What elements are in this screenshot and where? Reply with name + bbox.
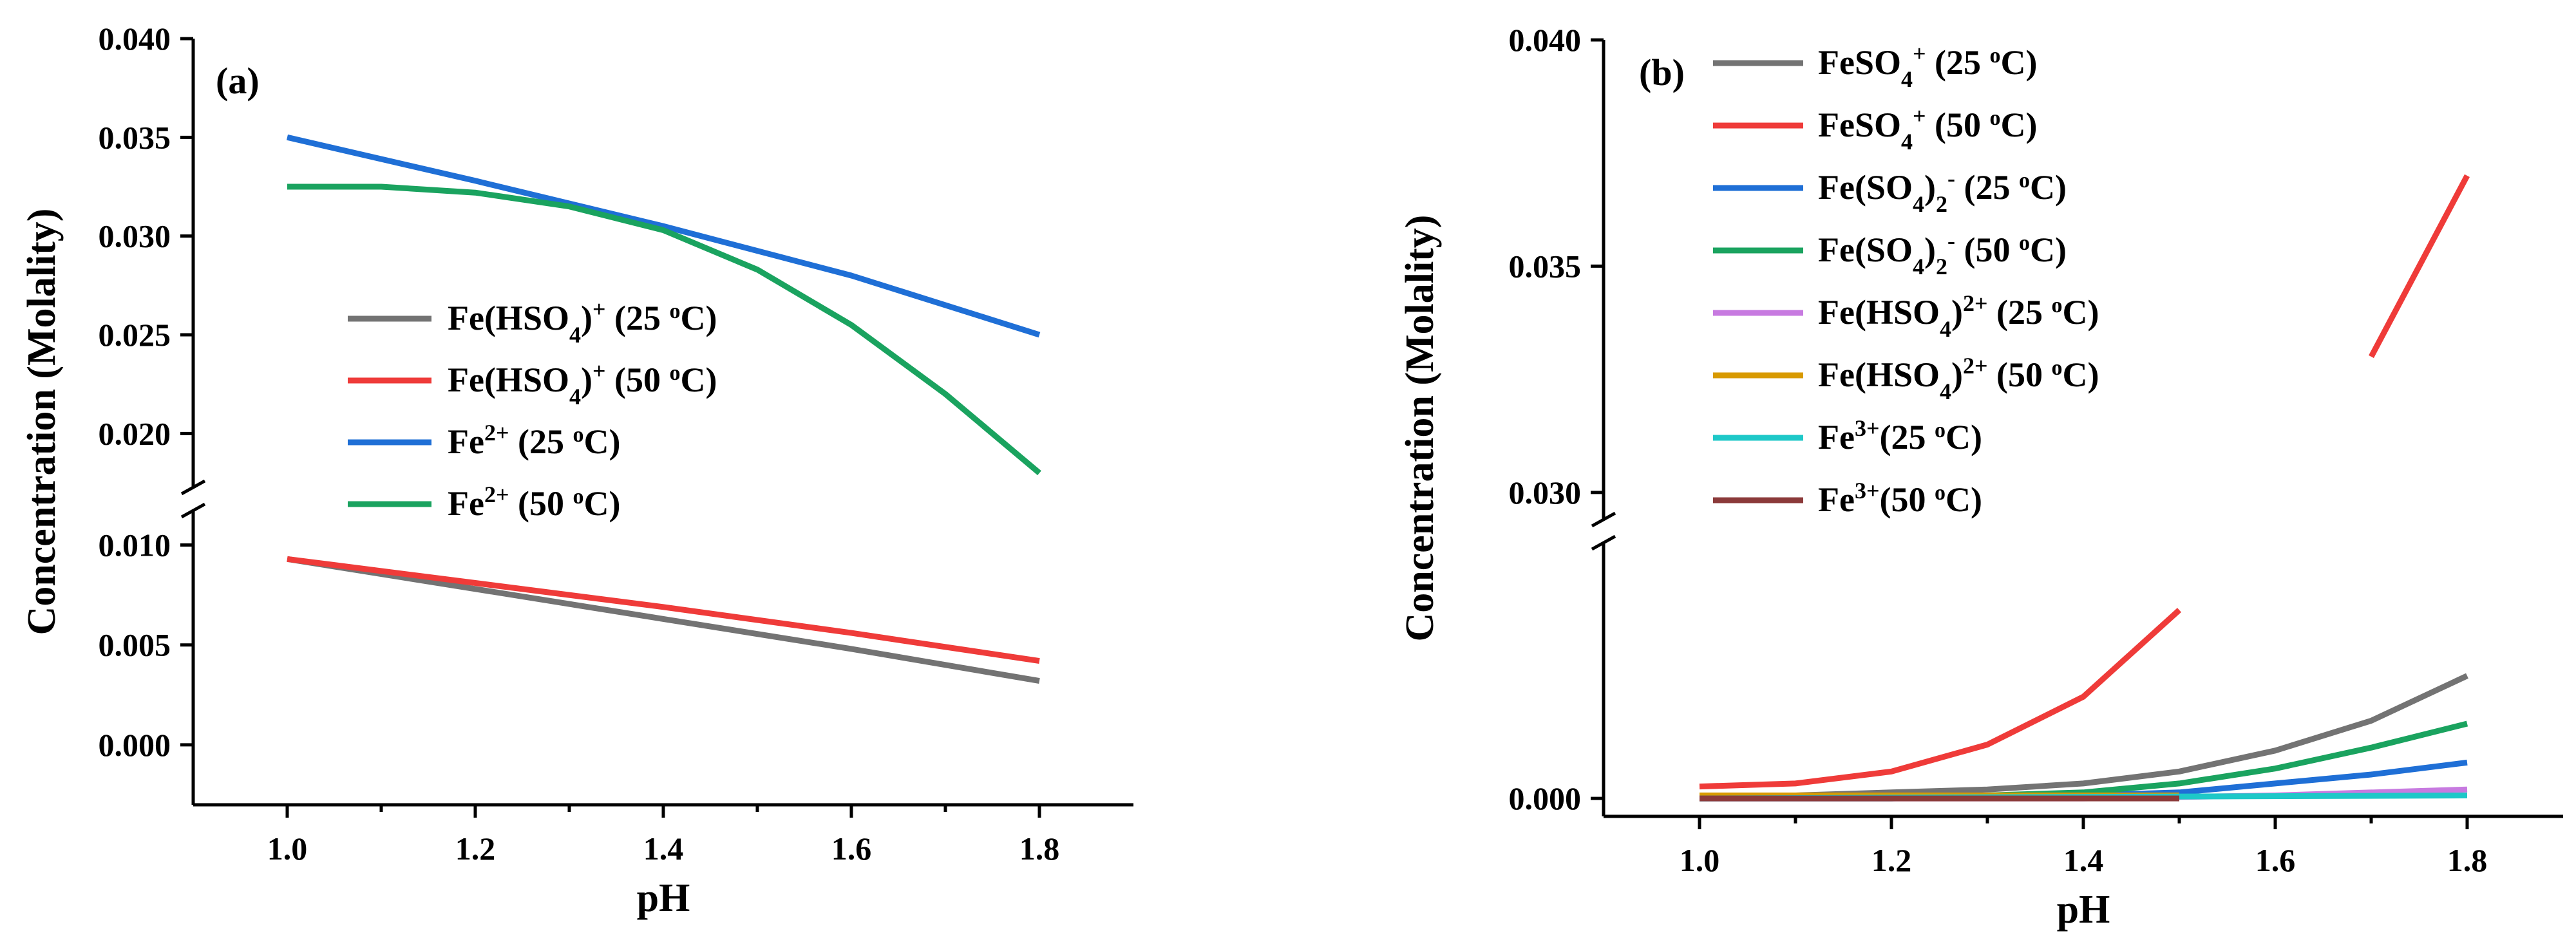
x-tick-label: 1.4 <box>2063 842 2104 878</box>
legend-label-s5: Fe(HSO4)2+ (25 oC) <box>1818 290 2099 342</box>
x-tick-label: 1.4 <box>643 831 684 867</box>
panel-label: (a) <box>216 60 260 102</box>
series-line-s2 <box>1699 608 2182 790</box>
x-tick-label: 1.6 <box>831 831 872 867</box>
legend-label-s2: FeSO4+ (50 oC) <box>1818 103 2037 155</box>
x-tick-label: 1.0 <box>1680 842 1720 878</box>
panel-label: (b) <box>1639 52 1685 93</box>
y-tick-label: 0.035 <box>99 119 171 155</box>
y-tick-label: 0.010 <box>99 527 171 563</box>
y-axis-title: Concentration (Molality) <box>1398 215 1442 642</box>
series-line-s1 <box>287 556 1040 684</box>
y-tick-label: 0.040 <box>1509 22 1582 58</box>
legend-label-s6: Fe(HSO4)2+ (50 oC) <box>1818 353 2099 404</box>
x-tick-label: 1.0 <box>267 831 308 867</box>
series-line-s3 <box>286 134 1041 338</box>
y-tick-label: 0.020 <box>99 415 171 451</box>
x-axis-title: pH <box>637 876 690 920</box>
y-axis-break-mark <box>180 502 206 519</box>
y-tick-label: 0.025 <box>99 317 171 353</box>
y-axis-break-mark <box>180 479 206 496</box>
legend-label-s7: Fe3+(25 oC) <box>1818 415 1982 456</box>
series-line-s4 <box>287 183 1041 476</box>
panel-a-chart: 1.0 1.2 1.4 1.6 1.8 0.000 0.005 0.010 0.020 0.025… <box>20 21 1133 920</box>
y-tick-label: 0.030 <box>1509 474 1582 511</box>
y-tick-label: 0.000 <box>99 727 171 763</box>
y-tick-label: 0.035 <box>1509 248 1582 284</box>
y-axis-break-mark <box>1591 534 1616 551</box>
y-axis-break-mark <box>1591 511 1616 528</box>
legend-label-s8: Fe3+(50 oC) <box>1818 478 1982 519</box>
panel-b-chart: 1.0 1.2 1.4 1.6 1.8 0.000 0.030 0.035 0.040 pH Con… <box>1398 22 2563 932</box>
x-tick-label: 1.8 <box>1019 831 1060 867</box>
series-line-s4 <box>1700 720 2468 802</box>
legend-label-s1: Fe(HSO4)+ (25 oC) <box>448 296 717 348</box>
y-tick-label: 0.000 <box>1509 780 1582 816</box>
x-tick-label: 1.8 <box>2447 842 2488 878</box>
y-tick-label: 0.030 <box>99 218 171 254</box>
legend-label-s3: Fe2+ (25 oC) <box>448 420 620 461</box>
legend-label-s3: Fe(SO4)2- (25 oC) <box>1818 165 2067 217</box>
legend-label-s2: Fe(HSO4)+ (50 oC) <box>448 358 717 409</box>
x-tick-label: 1.6 <box>2255 842 2296 878</box>
x-tick-label: 1.2 <box>455 831 496 867</box>
series-line-s2 <box>2369 174 2470 359</box>
y-axis-title: Concentration (Molality) <box>20 209 64 635</box>
x-axis-title: pH <box>2057 888 2110 932</box>
x-tick-label: 1.2 <box>1871 842 1912 878</box>
series-line-s2 <box>287 556 1040 664</box>
legend-label-s4: Fe(SO4)2- (50 oC) <box>1818 228 2067 279</box>
y-tick-label: 0.040 <box>99 21 171 57</box>
legend-label-s1: FeSO4+ (25 oC) <box>1818 41 2037 92</box>
legend-label-s4: Fe2+ (50 oC) <box>448 482 620 523</box>
y-tick-label: 0.005 <box>99 627 171 663</box>
